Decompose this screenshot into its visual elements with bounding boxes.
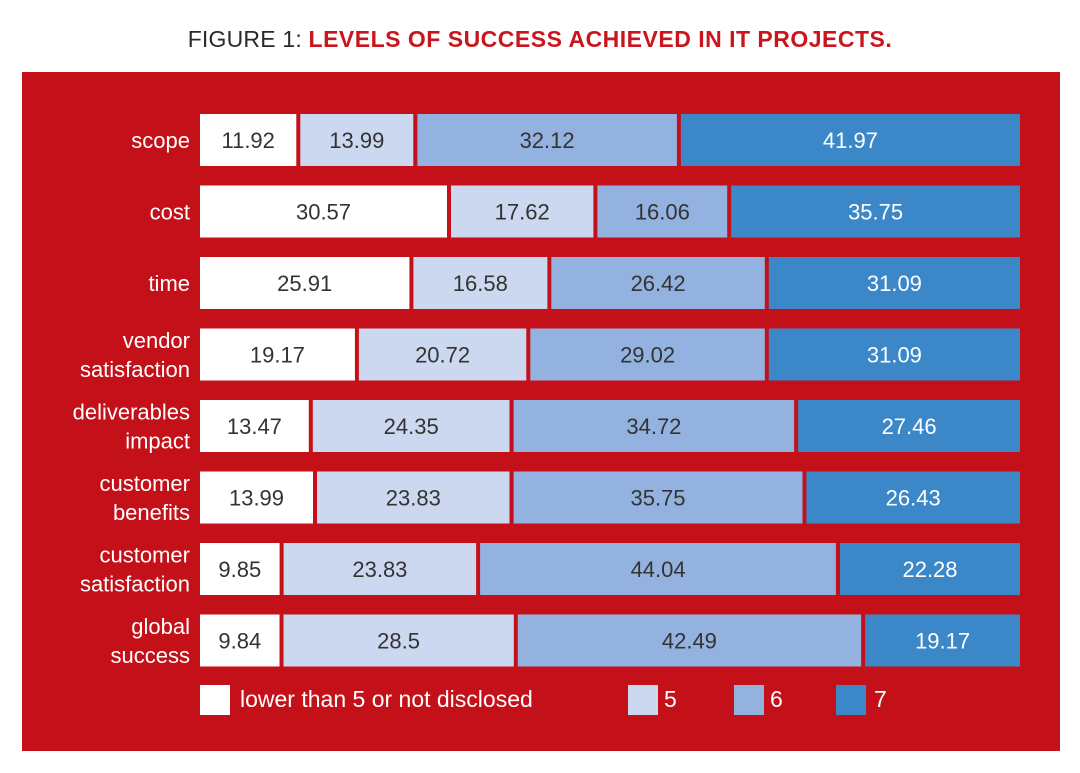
data-label-customer-benefits-7: 26.43 — [886, 486, 941, 511]
bar-segment-customer-benefits-5 — [317, 471, 510, 524]
bar-segment-cost-5 — [451, 185, 594, 238]
legend-label-6: 6 — [770, 686, 783, 712]
category-label-line: scope — [131, 128, 190, 153]
data-label-customer-satisfaction-7: 22.28 — [902, 557, 957, 582]
data-label-time-5: 16.58 — [453, 271, 508, 296]
bar-segment-deliverables-impact-5 — [312, 400, 510, 452]
category-label-deliverables-impact: deliverables impact — [73, 400, 190, 454]
data-label-customer-satisfaction-lower-than-5-or-not-disclosed: 9.85 — [218, 557, 261, 582]
data-label-customer-satisfaction-5: 23.83 — [352, 557, 407, 582]
data-label-customer-benefits-5: 23.83 — [386, 486, 441, 511]
bar-segment-global-success-6 — [517, 614, 862, 667]
data-label-vendor-satisfaction-7: 31.09 — [867, 343, 922, 368]
category-label-scope: scope — [131, 128, 190, 153]
data-label-vendor-satisfaction-5: 20.72 — [415, 343, 470, 368]
category-label-line: customer — [100, 471, 190, 496]
bar-segment-customer-benefits-7 — [806, 471, 1020, 524]
legend-label-5: 5 — [664, 686, 677, 712]
category-label-line: success — [111, 643, 190, 668]
category-label-global-success: global success — [111, 614, 190, 668]
category-label-line: impact — [125, 429, 190, 454]
data-label-global-success-6: 42.49 — [662, 629, 717, 654]
stacked-bar-chart: scope 11.92 13.99 32.12 41.97 cost 30.57 17.62 1… — [73, 114, 1020, 668]
data-label-time-7: 31.09 — [867, 271, 922, 296]
data-label-cost-lower-than-5-or-not-disclosed: 30.57 — [296, 200, 351, 225]
data-label-customer-satisfaction-6: 44.04 — [631, 557, 686, 582]
category-label-line: benefits — [113, 500, 190, 525]
category-label-customer-benefits: customer benefits — [100, 471, 190, 525]
bar-segment-cost-lower-than-5-or-not-disclosed — [200, 185, 447, 238]
bar-segment-vendor-satisfaction-6 — [530, 328, 765, 381]
category-label-vendor-satisfaction: vendor satisfaction — [80, 328, 190, 382]
data-label-scope-7: 41.97 — [823, 128, 878, 153]
data-label-customer-benefits-lower-than-5-or-not-disclosed: 13.99 — [229, 486, 284, 511]
legend-label-7: 7 — [874, 686, 887, 712]
data-label-cost-7: 35.75 — [848, 200, 903, 225]
bar-segment-vendor-satisfaction-5 — [358, 328, 527, 381]
category-label-time: time — [148, 271, 190, 296]
data-label-time-6: 26.42 — [631, 271, 686, 296]
bar-segment-deliverables-impact-6 — [513, 400, 795, 452]
category-label-line: global — [131, 614, 190, 639]
legend-swatch-5 — [628, 685, 658, 715]
bar-segment-deliverables-impact-7 — [798, 400, 1020, 452]
legend-label-lower-than-5-or-not-disclosed: lower than 5 or not disclosed — [240, 686, 533, 712]
data-label-cost-5: 17.62 — [495, 200, 550, 225]
bar-segment-time-7 — [768, 257, 1020, 309]
category-label-line: satisfaction — [80, 357, 190, 382]
data-label-cost-6: 16.06 — [635, 200, 690, 225]
bar-segment-scope-6 — [417, 114, 677, 166]
bar-segment-time-lower-than-5-or-not-disclosed — [200, 257, 410, 309]
data-label-deliverables-impact-7: 27.46 — [882, 414, 937, 439]
data-label-scope-6: 32.12 — [520, 128, 575, 153]
legend-swatch-7 — [836, 685, 866, 715]
bar-segment-cost-7 — [731, 185, 1020, 238]
bar-segment-global-success-7 — [865, 614, 1020, 667]
bar-segment-customer-satisfaction-6 — [480, 543, 836, 595]
data-label-vendor-satisfaction-lower-than-5-or-not-disclosed: 19.17 — [250, 343, 305, 368]
bar-segment-global-success-5 — [283, 614, 514, 667]
figure-title: FIGURE 1: LEVELS OF SUCCESS ACHIEVED IN … — [0, 26, 1080, 53]
bar-segment-customer-satisfaction-lower-than-5-or-not-disclosed — [200, 543, 280, 595]
data-label-vendor-satisfaction-6: 29.02 — [620, 343, 675, 368]
figure-number: FIGURE 1: — [187, 26, 309, 52]
data-label-scope-lower-than-5-or-not-disclosed: 11.92 — [221, 128, 274, 153]
data-label-customer-benefits-6: 35.75 — [630, 486, 685, 511]
bar-segment-customer-satisfaction-5 — [283, 543, 477, 595]
figure-title-text: LEVELS OF SUCCESS ACHIEVED IN IT PROJECT… — [308, 26, 893, 52]
data-label-deliverables-impact-6: 34.72 — [626, 414, 681, 439]
bar-segment-customer-benefits-6 — [513, 471, 803, 524]
category-label-line: satisfaction — [80, 572, 190, 597]
bar-segment-scope-5 — [300, 114, 414, 166]
bar-segment-scope-7 — [680, 114, 1020, 166]
category-label-line: vendor — [123, 328, 190, 353]
legend-swatch-lower-than-5-or-not-disclosed — [200, 685, 230, 715]
data-label-global-success-5: 28.5 — [377, 629, 420, 654]
category-label-cost: cost — [150, 200, 190, 225]
category-label-line: time — [148, 271, 190, 296]
bar-segment-time-6 — [551, 257, 765, 309]
legend-swatch-6 — [734, 685, 764, 715]
bar-segment-customer-satisfaction-7 — [840, 543, 1020, 595]
category-label-customer-satisfaction: customer satisfaction — [80, 543, 190, 597]
data-label-global-success-7: 19.17 — [915, 629, 970, 654]
category-label-line: cost — [150, 200, 190, 225]
data-label-deliverables-impact-lower-than-5-or-not-disclosed: 13.47 — [227, 414, 282, 439]
category-label-line: deliverables — [73, 400, 190, 425]
data-label-scope-5: 13.99 — [329, 128, 384, 153]
category-label-line: customer — [100, 543, 190, 568]
bar-segment-time-5 — [413, 257, 548, 309]
chart-panel: scope 11.92 13.99 32.12 41.97 cost 30.57 17.62 1… — [22, 72, 1060, 751]
bar-segment-vendor-satisfaction-lower-than-5-or-not-disclosed — [200, 328, 355, 381]
bar-segment-scope-lower-than-5-or-not-disclosed — [200, 114, 297, 166]
bar-segment-cost-6 — [597, 185, 728, 238]
data-label-global-success-lower-than-5-or-not-disclosed: 9.84 — [218, 629, 261, 654]
bar-segment-global-success-lower-than-5-or-not-disclosed — [200, 614, 280, 667]
bar-segment-customer-benefits-lower-than-5-or-not-disclosed — [200, 471, 313, 524]
bar-segment-vendor-satisfaction-7 — [768, 328, 1020, 381]
data-label-deliverables-impact-5: 24.35 — [384, 414, 439, 439]
data-label-time-lower-than-5-or-not-disclosed: 25.91 — [277, 271, 332, 296]
bar-segment-deliverables-impact-lower-than-5-or-not-disclosed — [200, 400, 309, 452]
